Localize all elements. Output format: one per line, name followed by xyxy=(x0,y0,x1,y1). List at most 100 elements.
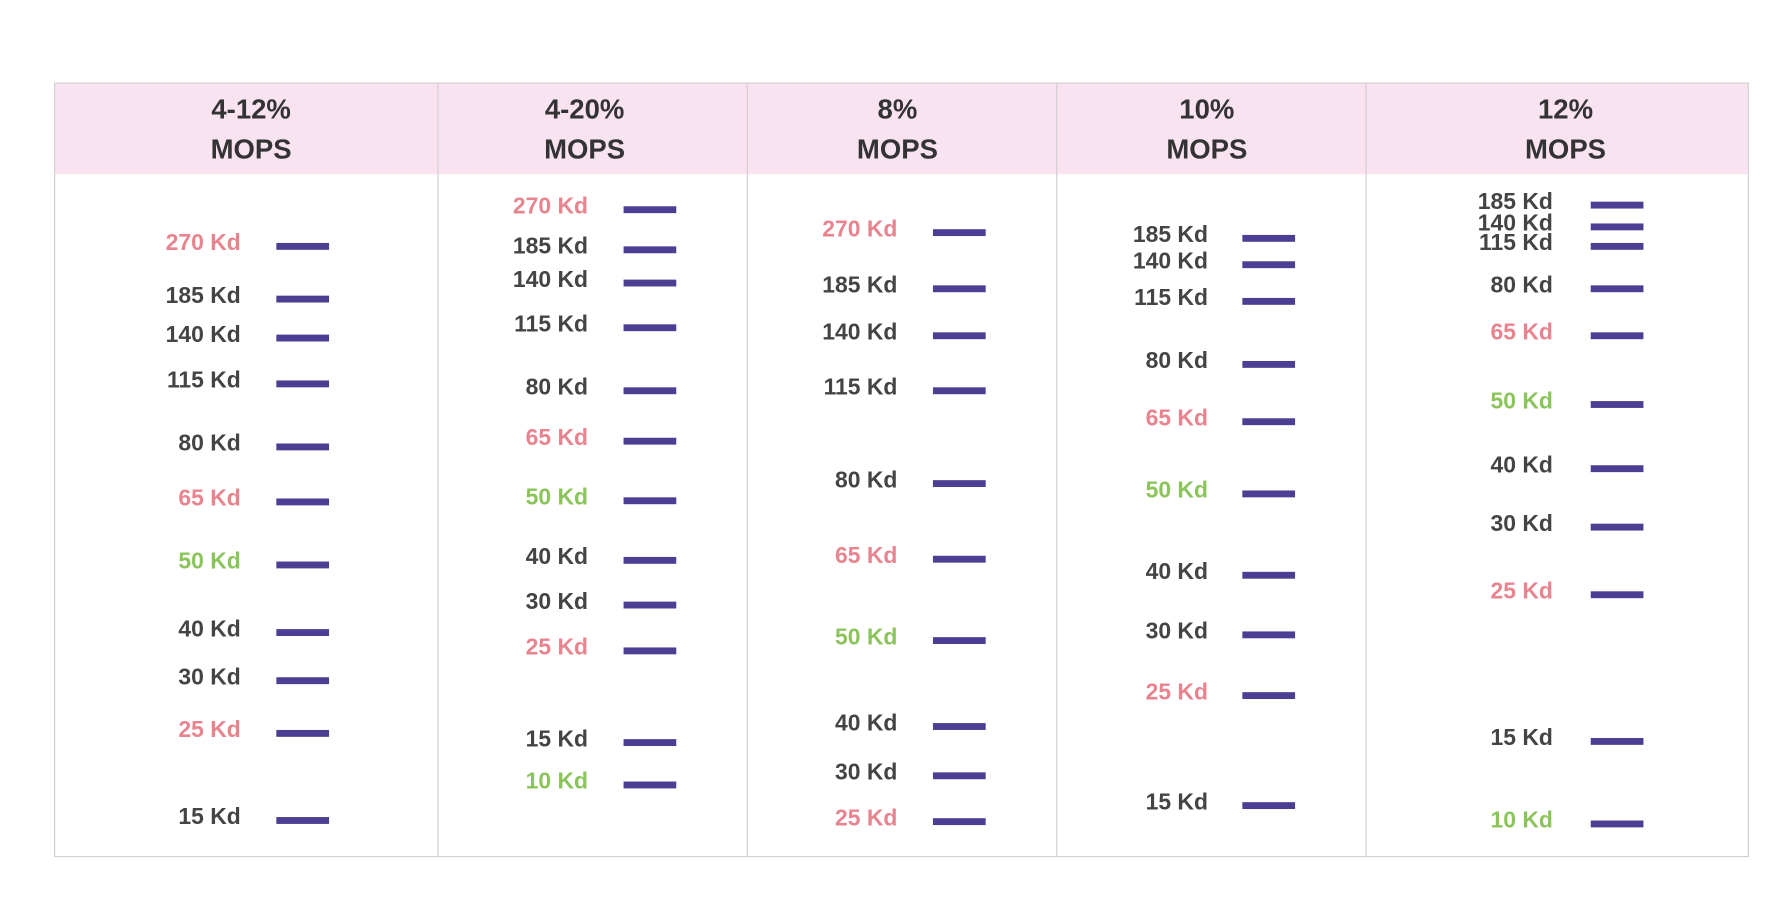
band-label: 15 Kd xyxy=(526,725,588,751)
band xyxy=(276,629,330,636)
band xyxy=(1590,332,1644,340)
band-label: 40 Kd xyxy=(835,709,897,735)
band xyxy=(932,229,986,237)
band-label: 115 Kd xyxy=(514,310,588,336)
band xyxy=(1590,591,1644,599)
band xyxy=(623,556,677,564)
band xyxy=(276,677,330,685)
band xyxy=(623,387,677,395)
column-header: 8% xyxy=(878,93,918,124)
band-label: 80 Kd xyxy=(1146,347,1208,373)
band-label: 115 Kd xyxy=(1479,229,1553,255)
band xyxy=(1590,285,1644,293)
band xyxy=(276,380,330,388)
band xyxy=(623,246,677,254)
band xyxy=(1242,234,1296,242)
band-label: 80 Kd xyxy=(1491,272,1553,298)
band xyxy=(932,285,986,293)
band-label: 140 Kd xyxy=(1478,210,1553,236)
band xyxy=(932,637,986,645)
column-header: MOPS xyxy=(1166,134,1247,165)
band-label: 185 Kd xyxy=(1478,188,1553,214)
band-label: 50 Kd xyxy=(835,623,897,649)
band-label: 30 Kd xyxy=(178,663,240,689)
band xyxy=(623,437,677,445)
band xyxy=(1242,802,1296,810)
band xyxy=(1242,692,1296,700)
header-row xyxy=(54,82,1748,175)
band-label: 30 Kd xyxy=(1146,618,1208,644)
band-label: 40 Kd xyxy=(526,543,588,569)
table-border xyxy=(54,82,1749,858)
band-label: 25 Kd xyxy=(1146,678,1208,704)
band xyxy=(932,480,986,488)
band-label: 25 Kd xyxy=(526,634,588,660)
band-label: 50 Kd xyxy=(178,548,240,574)
band-label: 115 Kd xyxy=(167,367,241,393)
band-label: 30 Kd xyxy=(526,588,588,614)
band xyxy=(1590,201,1644,209)
band xyxy=(932,723,986,730)
band-label: 50 Kd xyxy=(526,484,588,510)
band xyxy=(623,206,677,214)
band-label: 25 Kd xyxy=(835,804,897,830)
column-header: MOPS xyxy=(1525,134,1606,165)
band xyxy=(623,279,677,287)
band-label: 40 Kd xyxy=(1146,558,1208,584)
band-label: 185 Kd xyxy=(166,282,241,308)
column-header: 12% xyxy=(1538,93,1593,124)
column-header: MOPS xyxy=(857,134,938,165)
band-label: 270 Kd xyxy=(513,192,588,218)
band-label: 65 Kd xyxy=(835,542,897,568)
band xyxy=(1590,401,1644,408)
band xyxy=(276,443,330,451)
band xyxy=(276,729,330,737)
band-label: 30 Kd xyxy=(835,759,897,785)
band xyxy=(1242,360,1296,368)
band xyxy=(932,772,986,780)
column-header: MOPS xyxy=(211,134,292,165)
column-header: 4-12% xyxy=(211,93,291,124)
band-label: 65 Kd xyxy=(1491,319,1553,345)
band xyxy=(276,295,330,303)
band xyxy=(623,781,677,789)
band-label: 140 Kd xyxy=(166,321,241,347)
band-label: 80 Kd xyxy=(835,466,897,492)
band xyxy=(1242,418,1296,426)
column-dividers xyxy=(437,82,1367,857)
band-label: 50 Kd xyxy=(1146,477,1208,503)
band xyxy=(623,497,677,505)
band xyxy=(1242,631,1296,639)
band-label: 40 Kd xyxy=(178,615,240,641)
band-label: 10 Kd xyxy=(1491,807,1553,833)
band-label: 80 Kd xyxy=(178,430,240,456)
band xyxy=(623,647,677,655)
band-label: 65 Kd xyxy=(178,485,240,511)
band-label: 185 Kd xyxy=(822,272,897,298)
band-label: 185 Kd xyxy=(513,233,588,259)
band xyxy=(276,242,330,250)
band-label: 65 Kd xyxy=(526,424,588,450)
band xyxy=(276,498,330,506)
band-label: 25 Kd xyxy=(178,716,240,742)
band xyxy=(932,387,986,395)
band xyxy=(276,817,330,824)
band-label: 30 Kd xyxy=(1491,510,1553,536)
band xyxy=(932,818,986,826)
band xyxy=(1590,523,1644,531)
band xyxy=(932,555,986,563)
column-header: 10% xyxy=(1179,93,1234,124)
band-label: 25 Kd xyxy=(1491,577,1553,603)
band-label: 270 Kd xyxy=(822,215,897,241)
band-label: 65 Kd xyxy=(1146,404,1208,430)
band xyxy=(1590,465,1644,473)
band xyxy=(276,561,330,569)
band xyxy=(1242,297,1296,305)
band xyxy=(1590,820,1644,828)
band xyxy=(1590,223,1644,231)
band-label: 115 Kd xyxy=(1134,284,1208,310)
band xyxy=(1242,571,1296,579)
band xyxy=(932,332,986,340)
band-label: 15 Kd xyxy=(1491,724,1553,750)
band xyxy=(623,739,677,747)
